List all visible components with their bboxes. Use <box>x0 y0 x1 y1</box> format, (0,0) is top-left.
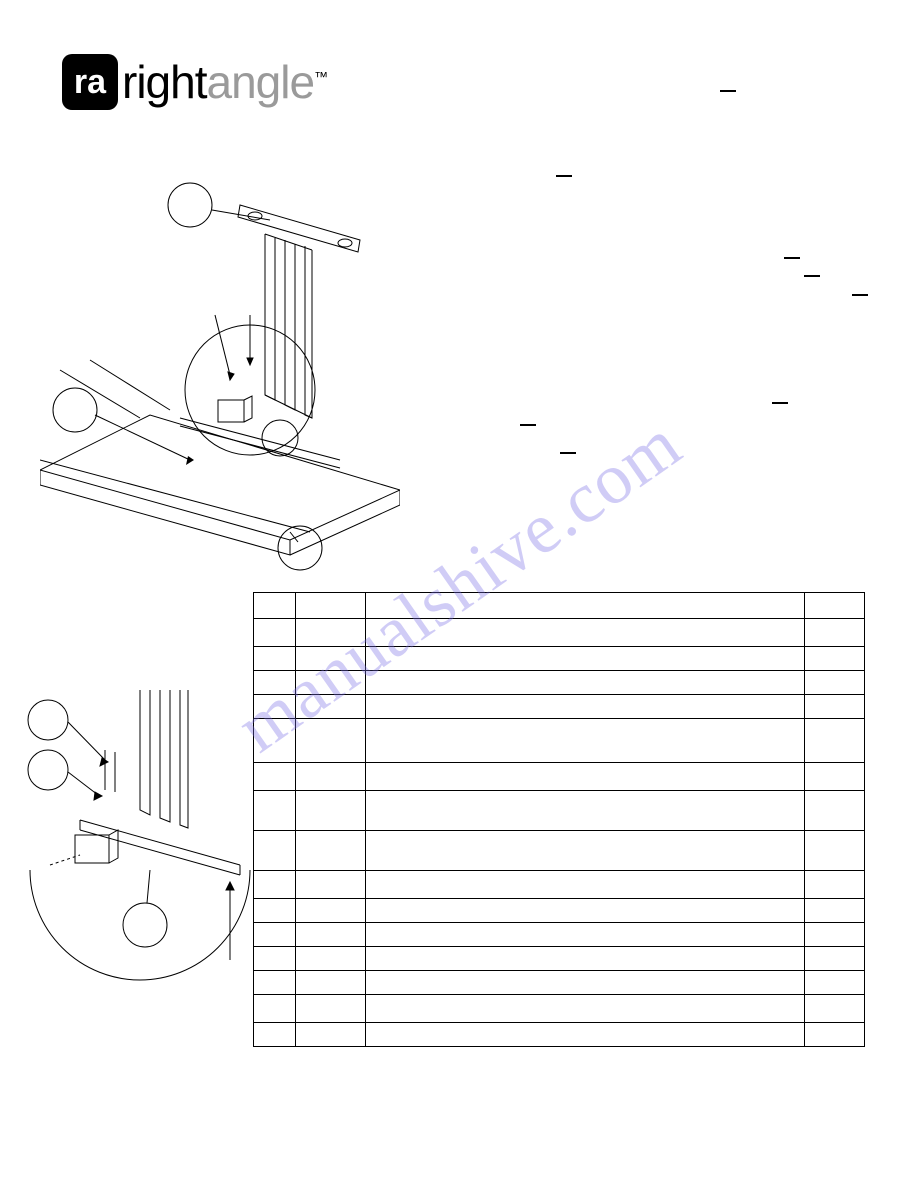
table-row <box>254 593 865 619</box>
table-cell <box>295 763 365 791</box>
table-cell <box>805 995 865 1023</box>
logo-wordmark: rightangle™ <box>122 55 327 109</box>
table-row <box>254 671 865 695</box>
table-cell <box>254 1023 296 1047</box>
logo-tm: ™ <box>314 69 327 85</box>
table-row <box>254 719 865 763</box>
table-cell <box>295 899 365 923</box>
table-cell <box>254 791 296 831</box>
dash-mark <box>556 175 572 177</box>
table-cell <box>254 695 296 719</box>
table-cell <box>254 671 296 695</box>
table-cell <box>365 619 804 647</box>
table-cell <box>295 647 365 671</box>
table-cell <box>805 647 865 671</box>
table-cell <box>805 947 865 971</box>
table-row <box>254 695 865 719</box>
dash-mark <box>772 402 788 404</box>
table-cell <box>365 671 804 695</box>
table-row <box>254 647 865 671</box>
table-cell <box>365 791 804 831</box>
table-row <box>254 763 865 791</box>
table-cell <box>254 995 296 1023</box>
table-row <box>254 995 865 1023</box>
table-cell <box>365 971 804 995</box>
table-cell <box>295 791 365 831</box>
diagram-upper <box>40 160 400 580</box>
table-cell <box>805 831 865 871</box>
table-cell <box>295 719 365 763</box>
table-cell <box>365 947 804 971</box>
table-row <box>254 923 865 947</box>
diagram-lower <box>20 690 270 1000</box>
table-cell <box>805 619 865 647</box>
dash-mark <box>804 275 820 277</box>
table-cell <box>805 671 865 695</box>
table-row <box>254 971 865 995</box>
table-cell <box>805 899 865 923</box>
dash-mark <box>560 452 576 454</box>
table-cell <box>295 593 365 619</box>
table-cell <box>805 763 865 791</box>
table-cell <box>254 871 296 899</box>
table-row <box>254 947 865 971</box>
table-row <box>254 871 865 899</box>
table-cell <box>805 791 865 831</box>
table-cell <box>295 695 365 719</box>
table-cell <box>295 831 365 871</box>
table-cell <box>805 971 865 995</box>
logo-right: right <box>122 56 206 108</box>
table-cell <box>365 923 804 947</box>
table-row <box>254 791 865 831</box>
dash-mark <box>520 424 536 426</box>
table-cell <box>254 899 296 923</box>
dash-mark <box>720 90 736 92</box>
table-cell <box>295 671 365 695</box>
logo: ra rightangle™ <box>62 54 327 110</box>
table-cell <box>365 899 804 923</box>
table-cell <box>254 763 296 791</box>
table-cell <box>295 947 365 971</box>
dash-mark <box>784 257 800 259</box>
table-cell <box>365 763 804 791</box>
table-cell <box>805 1023 865 1047</box>
table-cell <box>365 831 804 871</box>
table-cell <box>805 695 865 719</box>
table-cell <box>295 971 365 995</box>
table-cell <box>295 923 365 947</box>
table-cell <box>254 619 296 647</box>
table-row <box>254 831 865 871</box>
table-cell <box>365 1023 804 1047</box>
table-row <box>254 1023 865 1047</box>
table-cell <box>254 947 296 971</box>
table-row <box>254 899 865 923</box>
table-cell <box>254 593 296 619</box>
table-cell <box>295 871 365 899</box>
table-cell <box>254 831 296 871</box>
table-cell <box>365 871 804 899</box>
table-cell <box>365 719 804 763</box>
table-cell <box>805 593 865 619</box>
table-cell <box>295 995 365 1023</box>
table-cell <box>295 619 365 647</box>
dash-mark <box>852 294 868 296</box>
table-cell <box>254 647 296 671</box>
table-cell <box>805 719 865 763</box>
parts-table <box>253 592 865 1047</box>
table-cell <box>254 971 296 995</box>
table-cell <box>805 923 865 947</box>
table-cell <box>365 593 804 619</box>
table-cell <box>805 871 865 899</box>
logo-angle: angle <box>206 56 314 108</box>
table-cell <box>365 995 804 1023</box>
table-cell <box>365 647 804 671</box>
table-row <box>254 619 865 647</box>
table-cell <box>365 695 804 719</box>
logo-box: ra <box>62 54 118 110</box>
table-cell <box>295 1023 365 1047</box>
table-cell <box>254 923 296 947</box>
table-cell <box>254 719 296 763</box>
